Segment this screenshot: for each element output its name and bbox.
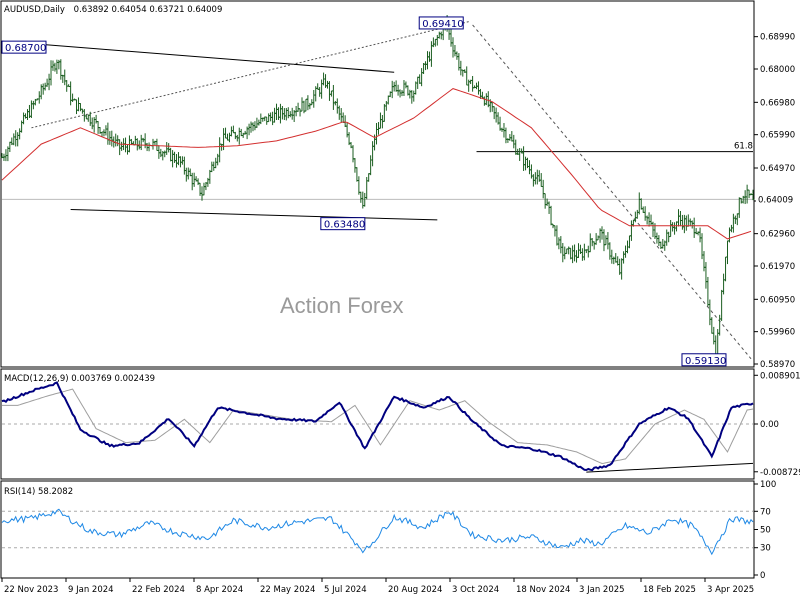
dotted-rising-line (31, 21, 469, 129)
ma-line (1, 88, 752, 240)
macd-tick-label: 0.00 (760, 420, 779, 430)
macd-divergence-line (586, 462, 754, 473)
rsi-line (1, 508, 754, 556)
moving-average (1, 88, 752, 240)
level-annotation: 0.59130 (681, 353, 727, 367)
chart-header: AUDUSD,Daily 0.63892 0.64054 0.63721 0.6… (4, 5, 222, 15)
svg-text:0.63480: 0.63480 (324, 220, 365, 231)
price-annotations: 0.68700 0.69410 0.63480 0.59130 (1, 16, 727, 367)
svg-text:0.69410: 0.69410 (422, 19, 463, 30)
watermark: Action Forex (280, 293, 404, 318)
x-tick-label: 3 Jan 2025 (579, 585, 625, 595)
price-tick-label: 0.59960 (760, 328, 795, 338)
x-tick-label: 3 Oct 2024 (452, 585, 499, 595)
price-tick-label: 0.60950 (760, 295, 795, 305)
price-bars (0, 15, 755, 365)
price-tick-label: 0.68990 (760, 33, 795, 43)
upper-trendline (1, 40, 395, 73)
price-bar (751, 189, 755, 201)
x-tick-label: 5 Jul 2024 (324, 585, 367, 595)
macd-axis: 0.008901 0.00 -0.008729 (2, 371, 800, 478)
trendlines (1, 21, 752, 360)
rsi-tick-label: 0 (760, 571, 765, 581)
x-tick-label: 8 Apr 2024 (196, 585, 243, 595)
x-tick-label: 22 Feb 2024 (132, 585, 185, 595)
x-tick-label: 18 Feb 2025 (643, 585, 696, 595)
level-annotation: 0.69410 (418, 16, 464, 30)
level-annotation: 0.63480 (320, 217, 366, 231)
dotted-falling-line (472, 24, 752, 360)
level-annotation: 0.68700 (1, 40, 47, 54)
x-tick-label: 9 Jan 2024 (68, 585, 114, 595)
rsi-tick-label: 30 (760, 544, 771, 554)
macd-signal-line (2, 388, 754, 465)
x-tick-label: 22 May 2024 (260, 585, 315, 595)
price-tick-label: 0.61970 (760, 262, 795, 272)
price-tick-label: 0.62960 (760, 230, 795, 240)
price-tick-label: 0.58970 (760, 360, 795, 370)
svg-text:0.68700: 0.68700 (5, 43, 46, 54)
x-axis: 22 Nov 2023 9 Jan 2024 22 Feb 2024 8 Apr 20… (1, 578, 754, 595)
price-tick-label: 0.64970 (760, 164, 795, 174)
svg-text:0.59130: 0.59130 (685, 356, 726, 367)
price-grid: 0.64009 (2, 151, 798, 206)
rsi-tick-label: 50 (760, 526, 771, 536)
rsi-tick-label: 70 (760, 507, 771, 517)
price-panel-frame (0, 0, 755, 368)
rsi-label: RSI(14) 58.2082 (4, 487, 73, 497)
x-tick-label: 22 Nov 2023 (4, 585, 58, 595)
macd-tick-label: 0.008901 (760, 371, 800, 381)
rsi-lines (1, 508, 754, 556)
price-tick-label: 0.68000 (760, 65, 795, 75)
price-tick-label: 0.66980 (760, 98, 795, 108)
rsi-tick-label: 100 (760, 480, 776, 490)
rsi-axis: 100 70 50 30 0 (2, 480, 776, 581)
current-price-box (756, 193, 798, 206)
lower-trendline (70, 208, 438, 221)
price-tick-label: 0.65990 (760, 131, 795, 141)
x-tick-label: 18 Nov 2024 (516, 585, 570, 595)
macd-tick-label: -0.008729 (760, 468, 800, 478)
macd-label: MACD(12,26,9) 0.003769 0.002439 (4, 374, 155, 384)
fib-label: 61.8 (734, 142, 753, 152)
macd-line (1, 381, 754, 472)
current-price-label: 0.64009 (758, 195, 793, 205)
x-tick-label: 20 Aug 2024 (388, 585, 442, 595)
macd-lines (1, 381, 754, 473)
x-tick-label: 3 Apr 2025 (707, 585, 754, 595)
